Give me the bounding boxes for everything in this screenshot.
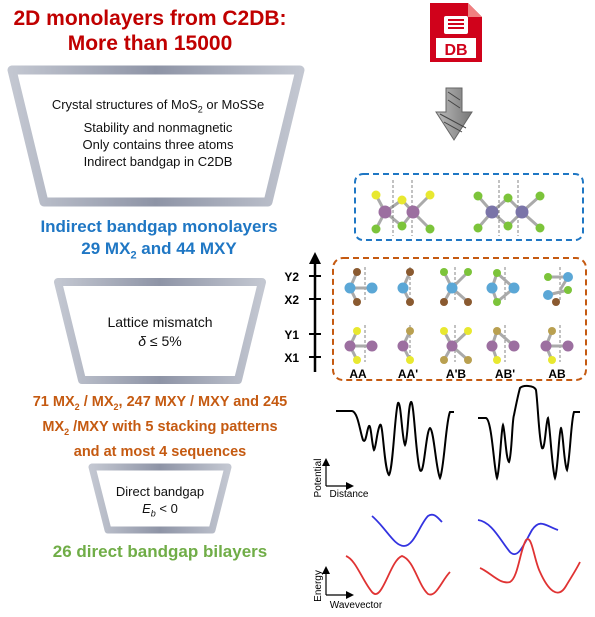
layer-axis <box>309 252 321 372</box>
energy-ylabel: Energy <box>313 570 324 602</box>
potential-curve-right <box>478 384 580 481</box>
energy-axes <box>322 566 354 599</box>
layer-label-y1: Y1 <box>284 328 299 342</box>
monolayer-box <box>354 173 584 241</box>
bilayer-structure-ab-prime <box>486 267 520 364</box>
layer-label-y2: Y2 <box>284 270 299 284</box>
result2-line-3: and at most 4 sequences <box>73 443 247 460</box>
result2-line-1: 71 MX2 / MX2, 247 MXY / MXY and 245 <box>32 394 288 412</box>
step1-line-2: Stability and nonmagnetic <box>83 119 233 135</box>
step3-line-2: Eb < 0 <box>142 501 178 519</box>
result2-text: 71 MX2 / MX2, 247 MXY / MXY and 245 MX2 … <box>0 392 320 462</box>
page-title: 2D monolayers from C2DB: More than 15000 <box>0 6 300 56</box>
step2-criteria: Lattice mismatch δ ≤ 5% <box>70 313 250 351</box>
result1-text: Indirect bandgap monolayers 29 MX2 and 4… <box>0 216 318 266</box>
step3-line-1: Direct bandgap <box>115 484 205 499</box>
down-arrow-icon <box>435 87 473 141</box>
stacking-label-aa-prime: AA' <box>398 367 418 381</box>
stacking-label-ab-prime: AB' <box>495 367 515 381</box>
monolayer-structure-1 <box>371 180 435 236</box>
bilayer-box <box>332 257 587 381</box>
result3-text: 26 direct bandgap bilayers <box>52 542 268 561</box>
monolayer-structure-2 <box>473 180 545 236</box>
bilayer-structure-a-prime-b <box>440 267 472 364</box>
potential-xlabel: Distance <box>330 489 369 500</box>
energy-xlabel: Wavevector <box>330 600 383 611</box>
step1-line-3: Only contains three atoms <box>82 136 234 152</box>
potential-axes <box>322 458 354 490</box>
band-plot-right <box>477 519 581 594</box>
title-line-1: 2D monolayers from C2DB: <box>13 7 287 30</box>
step2-line-1: Lattice mismatch <box>107 314 213 330</box>
funnel-3 <box>88 463 232 534</box>
stacking-label-a-prime-b: A'B <box>446 367 467 381</box>
result1-line-1: Indirect bandgap monolayers <box>40 217 278 236</box>
stacking-label-aa: AA <box>349 367 367 381</box>
bilayer-structure-aa <box>344 267 378 364</box>
step3-criteria: Direct bandgap Eb < 0 <box>100 483 220 523</box>
band-plot-left <box>345 513 451 596</box>
bilayer-structure-ab <box>540 267 574 364</box>
potential-ylabel: Potential <box>313 459 324 498</box>
bilayer-structure-aa-prime <box>397 267 414 364</box>
title-line-2: More than 15000 <box>67 32 233 55</box>
step2-line-2: δ ≤ 5% <box>138 333 182 349</box>
potential-curve-left <box>336 400 454 481</box>
step1-line-1: Crystal structures of MoS2 or MoSSe <box>51 97 265 115</box>
layer-label-x2: X2 <box>284 293 299 307</box>
stacking-label-ab: AB <box>548 367 566 381</box>
result2-line-2: MX2 /MXY with 5 stacking patterns <box>42 418 278 437</box>
step1-line-4: Indirect bandgap in C2DB <box>83 153 233 169</box>
db-label: DB <box>444 42 467 59</box>
database-file-icon <box>430 3 482 62</box>
layer-label-x1: X1 <box>284 351 299 365</box>
step1-criteria: Crystal structures of MoS2 or MoSSe Stab… <box>30 96 286 170</box>
funnel-2 <box>54 278 266 384</box>
result1-line-2: 29 MX2 and 44 MXY <box>81 239 237 262</box>
funnel-1 <box>7 65 305 207</box>
